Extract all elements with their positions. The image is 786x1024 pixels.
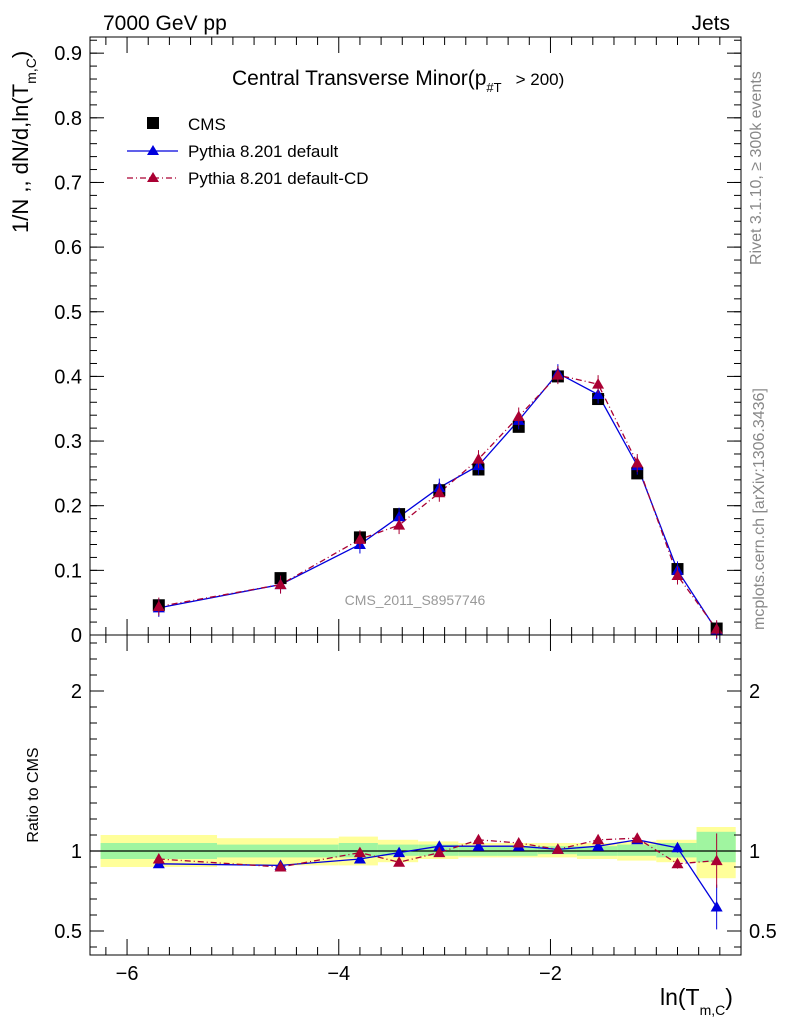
ratio-point-pythia-8-201-default-cd (472, 833, 485, 845)
ratio-y-tick-label-right: 1 (749, 841, 760, 863)
ratio-panel: 0.5 0.5 1 1 2 2 −6 −4 −2 Ratio to CMS ln(Tm,C) (25, 37, 777, 1018)
ratio-point-pythia-8-201-default (472, 840, 485, 851)
legend: CMS Pythia 8.201 default Pythia 8.201 de… (127, 115, 369, 188)
ratio-y-tick-label-right: 0.5 (749, 921, 777, 943)
legend-label-pythia-cd: Pythia 8.201 default-CD (188, 169, 369, 188)
watermark: CMS_2011_S8957746 (345, 592, 486, 608)
main-panel: CMS_2011_S8957746 0 0.1 0.2 0.3 0.4 0.5 0.6 0.7… (8, 36, 742, 647)
y-tick-label: 0.5 (54, 302, 82, 324)
x-tick-label: −6 (116, 963, 139, 985)
ratio-frame (89, 634, 742, 956)
ratio-point-pythia-8-201-default-cd (710, 854, 723, 866)
ratio-y-tick-label: 2 (71, 681, 82, 703)
ratio-point-pythia-8-201-default-cd (592, 833, 605, 845)
y-tick-label: 0.3 (54, 431, 82, 453)
ratio-point-pythia-8-201-default-cd (353, 846, 366, 858)
ratio-point-pythia-8-201-default-cd (671, 857, 684, 869)
ratio-point-pythia-8-201-default-cd (512, 837, 525, 848)
ratio-line-pythia-8-201-default (158, 839, 718, 908)
mcplots-note: mcplots.cern.ch [arXiv:1306.3436] (751, 388, 768, 630)
y-axis-label: 1/N ,, dN/d,ln(Tm,C) (8, 51, 39, 233)
y-tick-label: 0.2 (54, 496, 82, 518)
ratio-point-pythia-8-201-default-cd (393, 856, 406, 867)
ratio-y-tick-label: 1 (71, 841, 82, 863)
header-right: Jets (691, 12, 730, 35)
series-line-pythia-8-201-default-cd (158, 374, 718, 630)
ratio-point-pythia-8-201-default (433, 840, 446, 851)
data-point-pythia-8-201-default-cd (551, 369, 564, 380)
data-point-pythia-8-201-default (393, 510, 406, 522)
y-tick-label: 0.9 (54, 43, 82, 65)
data-point-pythia-8-201-default (592, 388, 605, 400)
data-point-pythia-8-201-default-cd (472, 453, 485, 464)
ratio-y-tick-label: 0.5 (54, 921, 82, 943)
data-point-pythia-8-201-default-cd (592, 378, 605, 389)
legend-label-pythia-default: Pythia 8.201 default (188, 142, 339, 161)
ratio-point-pythia-8-201-default-cd (433, 846, 446, 858)
ratio-point-pythia-8-201-default (592, 840, 605, 851)
ratio-point-pythia-8-201-default-cd (631, 832, 644, 843)
data-point-pythia-8-201-default-cd (631, 457, 644, 468)
data-point-pythia-8-201-default-cd (433, 486, 446, 498)
ratio-point-pythia-8-201-default (710, 901, 723, 912)
header-left: 7000 GeV pp (103, 12, 227, 35)
data-point-pythia-8-201-default-cd (152, 600, 165, 612)
y-tick-label: 0.6 (54, 237, 82, 259)
data-point-pythia-8-201-default-cd (274, 578, 287, 590)
data-point-pythia-8-201-default-cd (353, 533, 366, 544)
legend-marker-cms (147, 117, 159, 129)
uncertainty-band-inner (617, 844, 657, 856)
legend-marker-pythia-cd (147, 172, 159, 182)
x-tick-label: −4 (327, 963, 350, 985)
legend-marker-pythia-default (147, 145, 159, 155)
ratio-line-pythia-8-201-default-cd (158, 837, 717, 868)
ratio-point-pythia-8-201-default-cd (551, 843, 564, 854)
y-tick-label: 0.4 (54, 366, 82, 388)
ratio-point-pythia-8-201-default (353, 853, 366, 864)
x-tick-label: −2 (539, 963, 562, 985)
rivet-note: Rivet 3.1.10, ≥ 300k events (748, 71, 765, 265)
y-tick-label: 0.1 (54, 560, 82, 582)
chart-title: Central Transverse Minor(p#T > 200) (232, 67, 564, 95)
y-tick-label: 0 (71, 625, 82, 647)
data-point-pythia-8-201-default-cd (671, 569, 684, 581)
ratio-y-tick-label-right: 2 (749, 681, 760, 703)
ratio-point-pythia-8-201-default (671, 841, 684, 853)
ratio-point-pythia-8-201-default-cd (274, 861, 287, 872)
ratio-y-axis-label: Ratio to CMS (25, 747, 42, 842)
ratio-point-pythia-8-201-default (393, 846, 406, 858)
x-axis-label: ln(Tm,C) (660, 984, 733, 1018)
ratio-point-pythia-8-201-default-cd (152, 853, 165, 864)
data-point-pythia-8-201-default-cd (393, 519, 406, 530)
data-point-pythia-8-201-default-cd (512, 410, 525, 421)
legend-label-cms: CMS (188, 115, 226, 134)
y-tick-label: 0.8 (54, 108, 82, 130)
y-tick-label: 0.7 (54, 172, 82, 194)
